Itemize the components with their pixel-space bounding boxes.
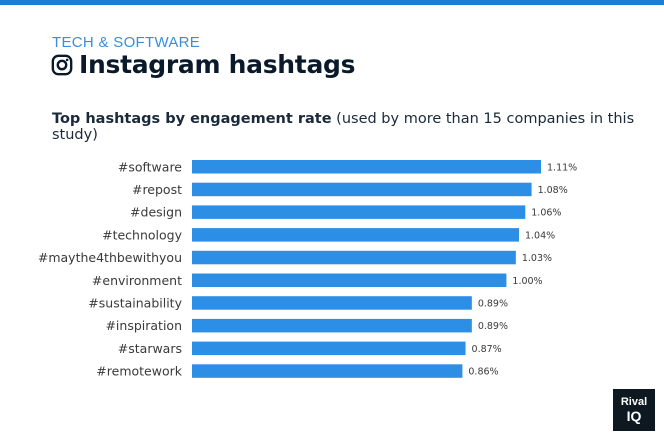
- value-label: 0.86%: [468, 367, 498, 378]
- bar: [192, 228, 519, 242]
- category-label: #inspiration: [105, 318, 182, 333]
- category-label: TECH & SOFTWARE: [52, 34, 201, 51]
- category-label: #environment: [92, 273, 182, 288]
- bar: [192, 318, 472, 333]
- value-label: 1.00%: [512, 276, 542, 287]
- category-label: #starwars: [118, 341, 182, 356]
- value-label: 1.06%: [531, 208, 561, 219]
- bar: [192, 182, 532, 197]
- value-label: 1.03%: [522, 253, 552, 264]
- bar: [192, 205, 526, 219]
- bar: [192, 273, 507, 287]
- value-label: 1.08%: [538, 185, 568, 196]
- bar: [192, 364, 463, 378]
- title-row: Instagram hashtags: [51, 50, 356, 79]
- top-accent-bar: [0, 0, 664, 5]
- rival-iq-logo: Rival IQ: [613, 389, 655, 431]
- value-label: 0.89%: [478, 298, 508, 309]
- value-label: 0.89%: [478, 321, 508, 332]
- bar: [192, 160, 541, 174]
- category-label: #design: [130, 205, 182, 220]
- value-label: 1.11%: [547, 162, 577, 173]
- subtitle-rest: (used by more than 15 companies in this …: [52, 111, 635, 143]
- instagram-icon: [51, 54, 73, 75]
- value-label: 1.04%: [525, 230, 555, 241]
- bar: [192, 250, 516, 265]
- bar: [192, 296, 472, 310]
- chart-subtitle: Top hashtags by engagement rate (used by…: [52, 111, 664, 143]
- value-label: 0.87%: [472, 344, 502, 355]
- logo-line-2: IQ: [626, 408, 642, 424]
- category-label: #sustainability: [88, 295, 182, 310]
- category-label: #technology: [102, 227, 182, 242]
- bar: [192, 341, 466, 356]
- logo-line-1: Rival: [620, 396, 648, 408]
- category-label: #remotework: [96, 364, 182, 379]
- subtitle-strong: Top hashtags by engagement rate: [52, 111, 332, 127]
- page-title: Instagram hashtags: [79, 50, 356, 79]
- category-label: #software: [118, 159, 182, 174]
- category-label: #repost: [132, 182, 182, 197]
- category-label: #maythe4thbewithyou: [38, 250, 182, 265]
